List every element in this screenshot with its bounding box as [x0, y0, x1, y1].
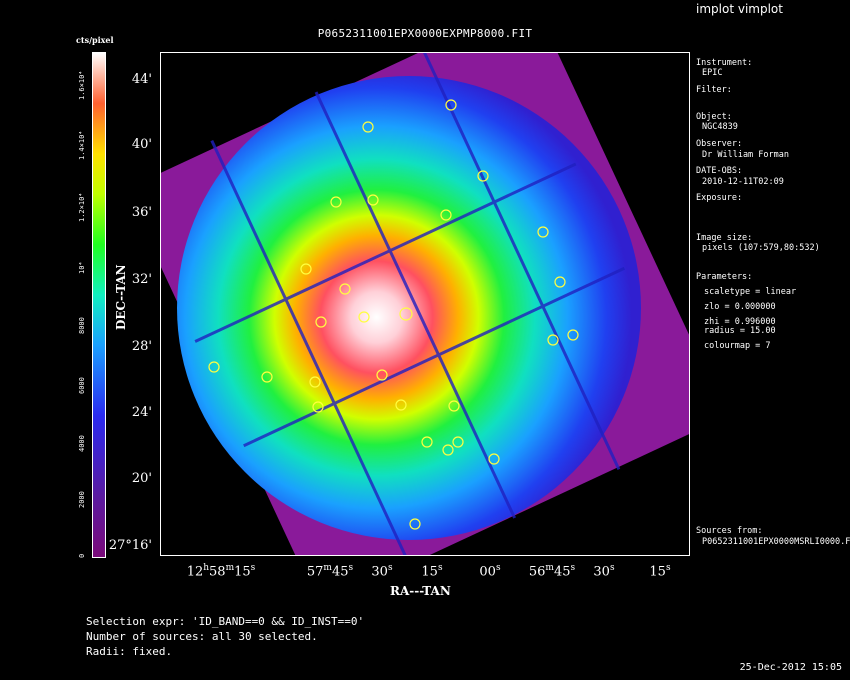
sources-value: P0652311001EPX0000MSRLI0000.F	[702, 537, 850, 547]
param-zlo: zlo = 0.000000	[704, 302, 776, 312]
y-tick-label: 24'	[131, 405, 152, 420]
source-circle	[440, 209, 452, 221]
number-of-sources: Number of sources: all 30 selected.	[86, 630, 318, 643]
colorbar-tick: 1.2×10⁴	[78, 192, 86, 222]
colorbar-tick: 10⁴	[78, 261, 86, 274]
y-tick-label: 36'	[131, 205, 152, 220]
timestamp: 25-Dec-2012 15:05	[739, 662, 842, 673]
colorbar	[92, 52, 106, 558]
y-tick-label: 20'	[131, 471, 152, 486]
source-circle	[409, 518, 421, 530]
source-circle	[442, 444, 454, 456]
source-circle	[445, 99, 457, 111]
colorbar-tick-labels: 1.6×10⁴ 1.4×10⁴ 1.2×10⁴ 10⁴ 8000 6000 40…	[74, 52, 90, 558]
x-tick-label: 30s	[371, 563, 393, 580]
y-tick-label: 40'	[131, 137, 152, 152]
x-tick-label: 15s	[421, 563, 443, 580]
image-panel[interactable]	[160, 52, 690, 556]
colorbar-tick: 6000	[78, 377, 86, 394]
source-circle	[330, 196, 342, 208]
param-colourmap: colourmap = 7	[704, 341, 771, 351]
date-value: 2010-12-11T02:09	[702, 177, 784, 187]
source-circle	[554, 276, 566, 288]
colorbar-tick: 2000	[78, 491, 86, 508]
source-markers	[208, 99, 579, 530]
y-tick-label: 44'	[131, 72, 152, 87]
source-circle	[547, 334, 559, 346]
source-circle	[567, 329, 579, 341]
colorbar-tick: 0	[78, 553, 86, 558]
colorbar-tick: 1.6×10⁴	[78, 70, 86, 100]
x-axis-label: RA---TAN	[390, 584, 451, 598]
object-value: NGC4839	[702, 122, 738, 132]
source-circle	[448, 400, 460, 412]
app-title: implot vimplot	[696, 2, 783, 16]
source-circle	[358, 311, 370, 323]
image-size-label: Image size:	[696, 233, 753, 243]
source-circle	[367, 194, 379, 206]
radii-info: Radii: fixed.	[86, 645, 173, 658]
source-circle	[421, 436, 433, 448]
y-tick-label: 28'	[131, 339, 152, 354]
colorbar-tick: 4000	[78, 435, 86, 452]
source-circle	[309, 376, 321, 388]
source-circle	[339, 283, 351, 295]
sources-label: Sources from:	[696, 526, 763, 536]
y-axis-label: DEC--TAN	[114, 264, 128, 330]
x-tick-label: 00s	[479, 563, 501, 580]
source-circle	[362, 121, 374, 133]
object-label: Object:	[696, 112, 732, 122]
source-circle	[488, 453, 500, 465]
source-circle	[208, 361, 220, 373]
x-tick-label: 57m45s	[306, 563, 354, 580]
source-circle	[399, 307, 413, 321]
source-circle	[312, 401, 324, 413]
filter-label: Filter:	[696, 85, 732, 95]
instrument-value: EPIC	[702, 68, 723, 78]
observer-value: Dr William Forman	[702, 150, 789, 160]
source-circle	[477, 170, 489, 182]
colorbar-tick: 1.4×10⁴	[78, 130, 86, 160]
x-tick-label: 56m45s	[528, 563, 576, 580]
source-circle	[300, 263, 312, 275]
instrument-label: Instrument:	[696, 58, 753, 68]
param-radius: radius = 15.00	[704, 326, 776, 336]
x-tick-label: 30s	[593, 563, 615, 580]
parameters-label: Parameters:	[696, 272, 753, 282]
param-zhi: zhi = 0.996000	[704, 317, 776, 327]
y-tick-label: 32'	[131, 272, 152, 287]
xray-image	[161, 53, 689, 555]
colorbar-tick: 8000	[78, 317, 86, 334]
source-circle	[537, 226, 549, 238]
source-circle	[261, 371, 273, 383]
x-tick-label: 12h58m15s	[186, 563, 256, 580]
source-circle	[376, 369, 388, 381]
observer-label: Observer:	[696, 139, 743, 149]
plot-title: P0652311001EPX0000EXPMP8000.FIT	[317, 27, 533, 40]
selection-expression: Selection expr: 'ID_BAND==0 && ID_INST==…	[86, 615, 365, 628]
colorbar-label: cts/pixel	[76, 35, 114, 45]
source-circle	[452, 436, 464, 448]
y-tick-label: 27°16'	[108, 538, 152, 553]
x-tick-label: 15s	[649, 563, 671, 580]
date-label: DATE-OBS:	[696, 166, 743, 176]
exposure-label: Exposure:	[696, 193, 743, 203]
source-circle	[395, 399, 407, 411]
param-scaletype: scaletype = linear	[704, 287, 797, 297]
image-size-value: pixels (107:579,80:532)	[702, 243, 820, 253]
source-circle	[315, 316, 327, 328]
